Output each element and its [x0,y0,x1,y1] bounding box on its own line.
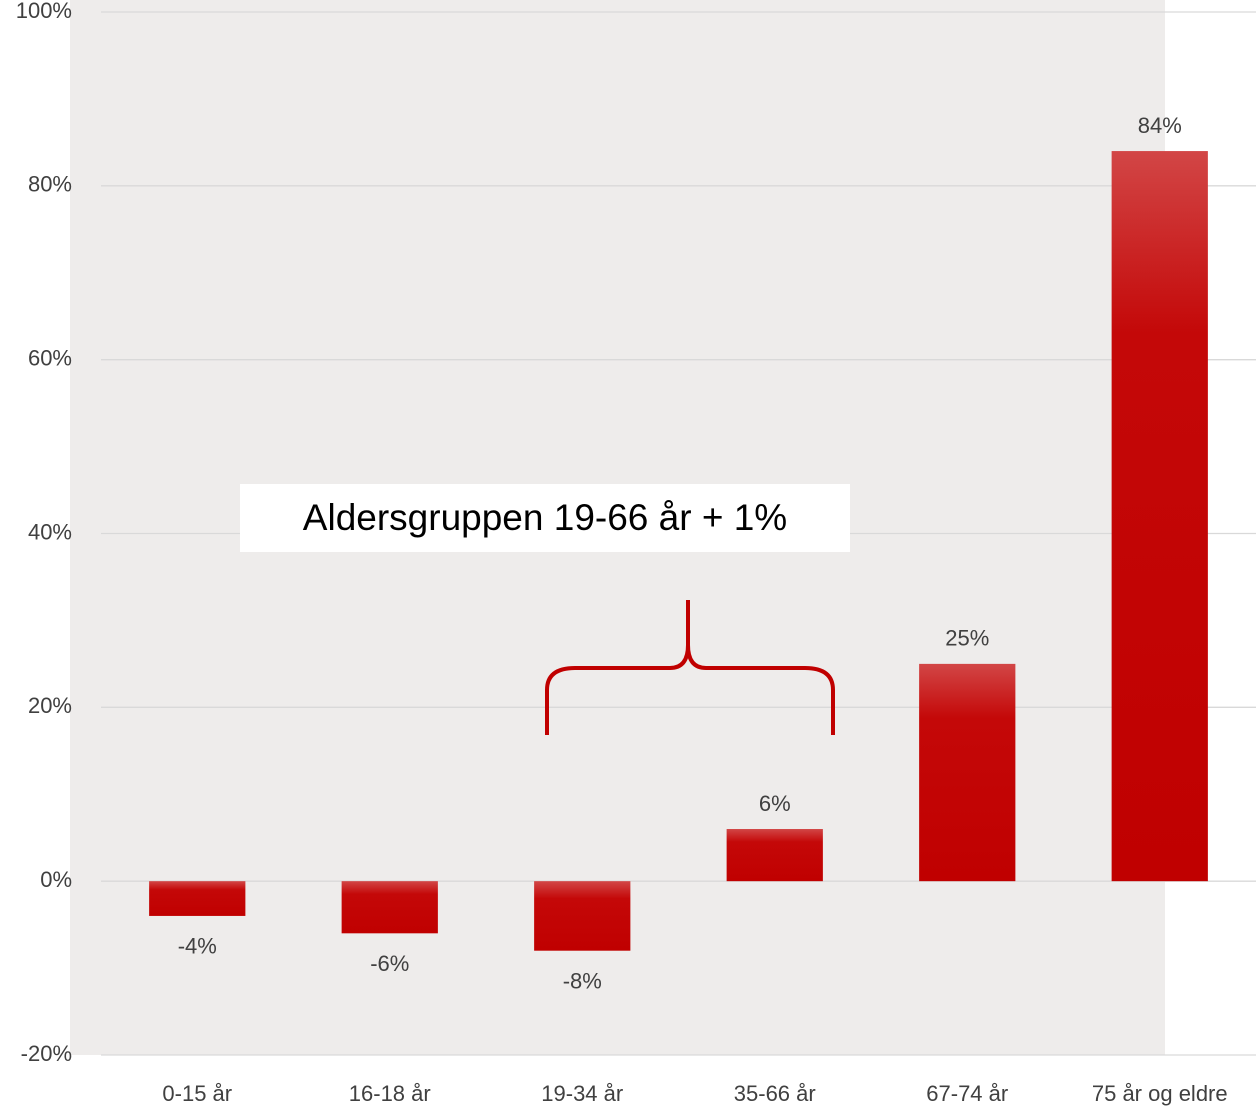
x-tick-label: 0-15 år [162,1081,232,1106]
bar [534,881,631,951]
plot-area: -20% 0% 20% 40% 60% 80% 100% 0-15 år -4% 16-18 år… [16,0,1256,1106]
x-tick-label: 19-34 år [541,1081,623,1106]
x-tick-label: 16-18 år [349,1081,431,1106]
bar [149,881,246,916]
x-tick-label: 35-66 år [734,1081,816,1106]
y-tick-label: 60% [28,345,72,370]
y-tick-label: 40% [28,519,72,544]
x-tick-label: 75 år og eldre [1092,1081,1228,1106]
y-tick-label: 100% [16,0,72,23]
y-tick-label: 20% [28,693,72,718]
bar [919,663,1016,882]
y-tick-label: 80% [28,172,72,197]
bar [726,829,823,882]
value-label: -6% [370,951,409,976]
bracket [545,600,835,735]
bar [341,881,438,934]
annotation-box [240,484,850,552]
x-tick-label: 67-74 år [926,1081,1008,1106]
value-label: 6% [759,791,791,816]
y-tick-label: -20% [21,1041,72,1066]
value-label: 25% [945,626,989,651]
bar [1111,151,1208,882]
value-label: -4% [178,934,217,959]
annotation: Aldersgruppen 19-66 år + 1% [303,497,787,538]
value-label: -8% [563,969,602,994]
y-tick-label: 0% [40,867,72,892]
value-label: 84% [1138,113,1182,138]
